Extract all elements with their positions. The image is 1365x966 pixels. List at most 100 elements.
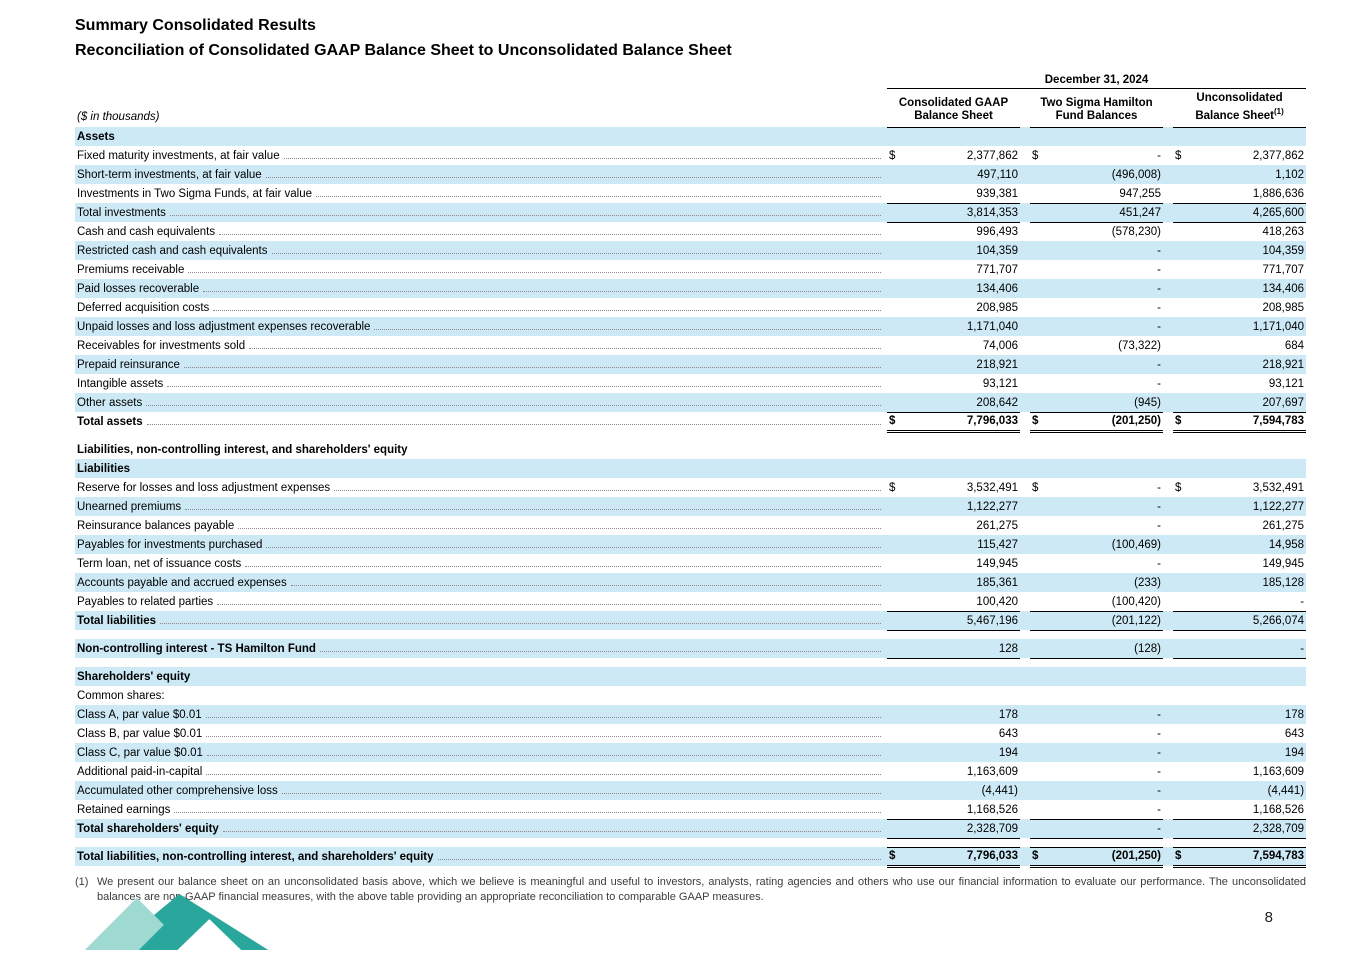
cell-value: 4,265,600 [1193, 202, 1307, 223]
currency-sign: $ [887, 411, 907, 433]
currency-sign [887, 800, 907, 819]
currency-sign: $ [1173, 411, 1193, 433]
table-row: Common shares: [75, 686, 1306, 705]
row-label: Class B, par value $0.01 [75, 724, 887, 743]
column-gap [1020, 497, 1030, 516]
table-row: Non-controlling interest - TS Hamilton F… [75, 639, 1307, 659]
column-gap [1163, 781, 1173, 800]
spacer-row [75, 630, 1306, 639]
currency-sign [1173, 818, 1193, 839]
currency-sign [1030, 222, 1050, 241]
cell-value: (578,230) [1111, 226, 1161, 239]
column-gap [1163, 592, 1173, 611]
column-gap [1020, 298, 1030, 317]
column-gap [1020, 260, 1030, 279]
currency-sign [887, 705, 907, 724]
row-label: Premiums receivable [75, 260, 887, 279]
currency-sign: $ [889, 481, 896, 494]
table-row: Total liabilities, non-controlling inter… [75, 846, 1307, 868]
page-title: Summary Consolidated Results [75, 17, 316, 34]
cell-value: 261,275 [976, 519, 1018, 532]
currency-sign [1030, 298, 1050, 317]
currency-sign [1173, 554, 1193, 573]
dotted-leader [283, 157, 881, 159]
table-row: Total assets $7,796,033 $ (201,250) $7,594,7… [75, 411, 1307, 433]
row-label: Assets [77, 131, 115, 144]
column-gap [1020, 800, 1030, 819]
cell-value: 2,328,709 [907, 818, 1020, 839]
currency-sign [1173, 184, 1193, 203]
cell-value: 218,921 [976, 358, 1018, 371]
column-gap [1163, 393, 1173, 412]
table-row: Accounts payable and accrued expenses 185… [75, 573, 1307, 593]
table-row: Short-term investments, at fair value 497… [75, 165, 1307, 185]
row-label: Common shares: [77, 689, 165, 702]
cell-value: - [1157, 708, 1161, 721]
column-header-row: ($ in thousands) Consolidated GAAP Balan… [75, 88, 1307, 128]
cell-value: (496,008) [1111, 168, 1161, 181]
dotted-leader [183, 366, 881, 368]
row-label: Prepaid reinsurance [75, 355, 887, 374]
footnote-marker: (1) [75, 875, 89, 888]
dotted-leader [217, 603, 881, 605]
currency-sign [1173, 516, 1193, 535]
cell-value: - [1193, 639, 1307, 659]
cell-value: - [1157, 149, 1161, 162]
dotted-leader [266, 546, 881, 548]
cell-value: - [1157, 784, 1161, 797]
dotted-leader [238, 527, 881, 529]
column-gap [1163, 800, 1173, 819]
dotted-leader [206, 735, 881, 737]
currency-sign [887, 202, 907, 223]
currency-sign [1030, 374, 1050, 393]
column-gap [1020, 279, 1030, 298]
cell-value: 497,110 [977, 168, 1018, 181]
cell-value: (100,469) [1111, 538, 1161, 551]
currency-sign [1030, 743, 1050, 762]
column-gap [1163, 336, 1173, 355]
column-gap [1020, 241, 1030, 260]
column-gap [1163, 705, 1173, 724]
dotted-leader [219, 233, 881, 235]
currency-sign [1030, 497, 1050, 516]
spacer-cell [75, 431, 1306, 440]
spacer-cell [75, 658, 1306, 667]
section-header-row: Assets [75, 127, 1307, 147]
table-row: Total liabilities 5,467,196 (201,122) 5,266… [75, 610, 1307, 631]
cell-value: 7,796,033 [907, 846, 1020, 868]
table-row: Fixed maturity investments, at fair valu… [75, 146, 1306, 165]
currency-sign [887, 497, 907, 516]
cell-value: 207,697 [1262, 396, 1305, 409]
cell-value: 115,427 [977, 538, 1018, 551]
cell-value: 128 [907, 639, 1020, 659]
currency-sign: $ [1032, 481, 1039, 494]
currency-sign: $ [889, 149, 896, 162]
row-label: Payables to related parties [75, 592, 887, 611]
currency-sign [1030, 800, 1050, 819]
currency-sign [887, 374, 907, 393]
currency-sign [887, 165, 907, 184]
currency-sign: $ [1175, 481, 1182, 494]
cell-value: 178 [1284, 708, 1305, 721]
cell-value: 261,275 [1262, 519, 1305, 532]
dotted-leader [174, 811, 881, 813]
dotted-leader [213, 309, 881, 311]
cell-value: - [1157, 358, 1161, 371]
cell-value: 1,171,040 [966, 320, 1018, 333]
currency-sign [1030, 818, 1050, 839]
currency-sign [887, 241, 907, 260]
dotted-leader [206, 754, 881, 756]
cell-value: 93,121 [1268, 377, 1305, 390]
row-label: Total liabilities [75, 611, 887, 630]
column-gap [1163, 535, 1173, 554]
table-row: Unpaid losses and loss adjustment expens… [75, 317, 1307, 337]
row-label: Fixed maturity investments, at fair valu… [75, 146, 887, 165]
cell-value: 208,985 [976, 301, 1018, 314]
column-gap [1020, 762, 1030, 781]
date-header-row: December 31, 2024 [75, 71, 1307, 90]
column-gap [1163, 847, 1173, 866]
row-label: Cash and cash equivalents [75, 222, 887, 241]
column-gap [1020, 781, 1030, 800]
column-gap [1020, 393, 1030, 412]
dotted-leader [245, 565, 881, 567]
